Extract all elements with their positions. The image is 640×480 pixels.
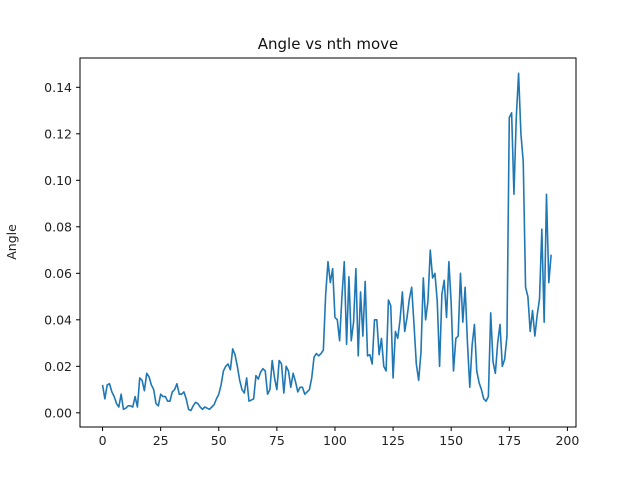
y-tick-label: 0.02 (44, 359, 72, 374)
y-tick-label: 0.12 (44, 126, 72, 141)
x-tick-label: 200 (555, 433, 579, 448)
y-tick-label: 0.08 (44, 219, 72, 234)
series-layer (101, 72, 552, 412)
x-tick-label: 100 (323, 433, 347, 448)
y-tick-label: 0.00 (44, 405, 72, 420)
x-tick-label: 175 (497, 433, 521, 448)
x-tick-label: 50 (211, 433, 227, 448)
y-tick-label: 0.10 (44, 173, 72, 188)
series-line-0 (101, 72, 552, 412)
y-axis-ticks: 0.00 0.02 0.04 0.06 0.08 0.10 0.12 0.14 (44, 80, 80, 420)
chart-title: Angle vs nth move (258, 35, 398, 53)
x-tick-label: 75 (269, 433, 285, 448)
x-tick-label: 0 (99, 433, 107, 448)
plot-frame (79, 57, 577, 428)
plot-area: 0 25 50 75 100 125 150 175 200 0.000.020.040.060… (44, 57, 579, 448)
y-axis-label: Angle (4, 224, 19, 260)
y-tick-label: 0.14 (44, 80, 72, 95)
y-tick-label: 0.04 (44, 312, 72, 327)
x-tick-label: 150 (439, 433, 463, 448)
x-tick-label: 25 (153, 433, 169, 448)
y-tick-label: 0.06 (44, 266, 72, 281)
x-axis-ticks: 0 25 50 75 100 125 150 175 200 (99, 427, 579, 448)
x-tick-label: 125 (381, 433, 405, 448)
